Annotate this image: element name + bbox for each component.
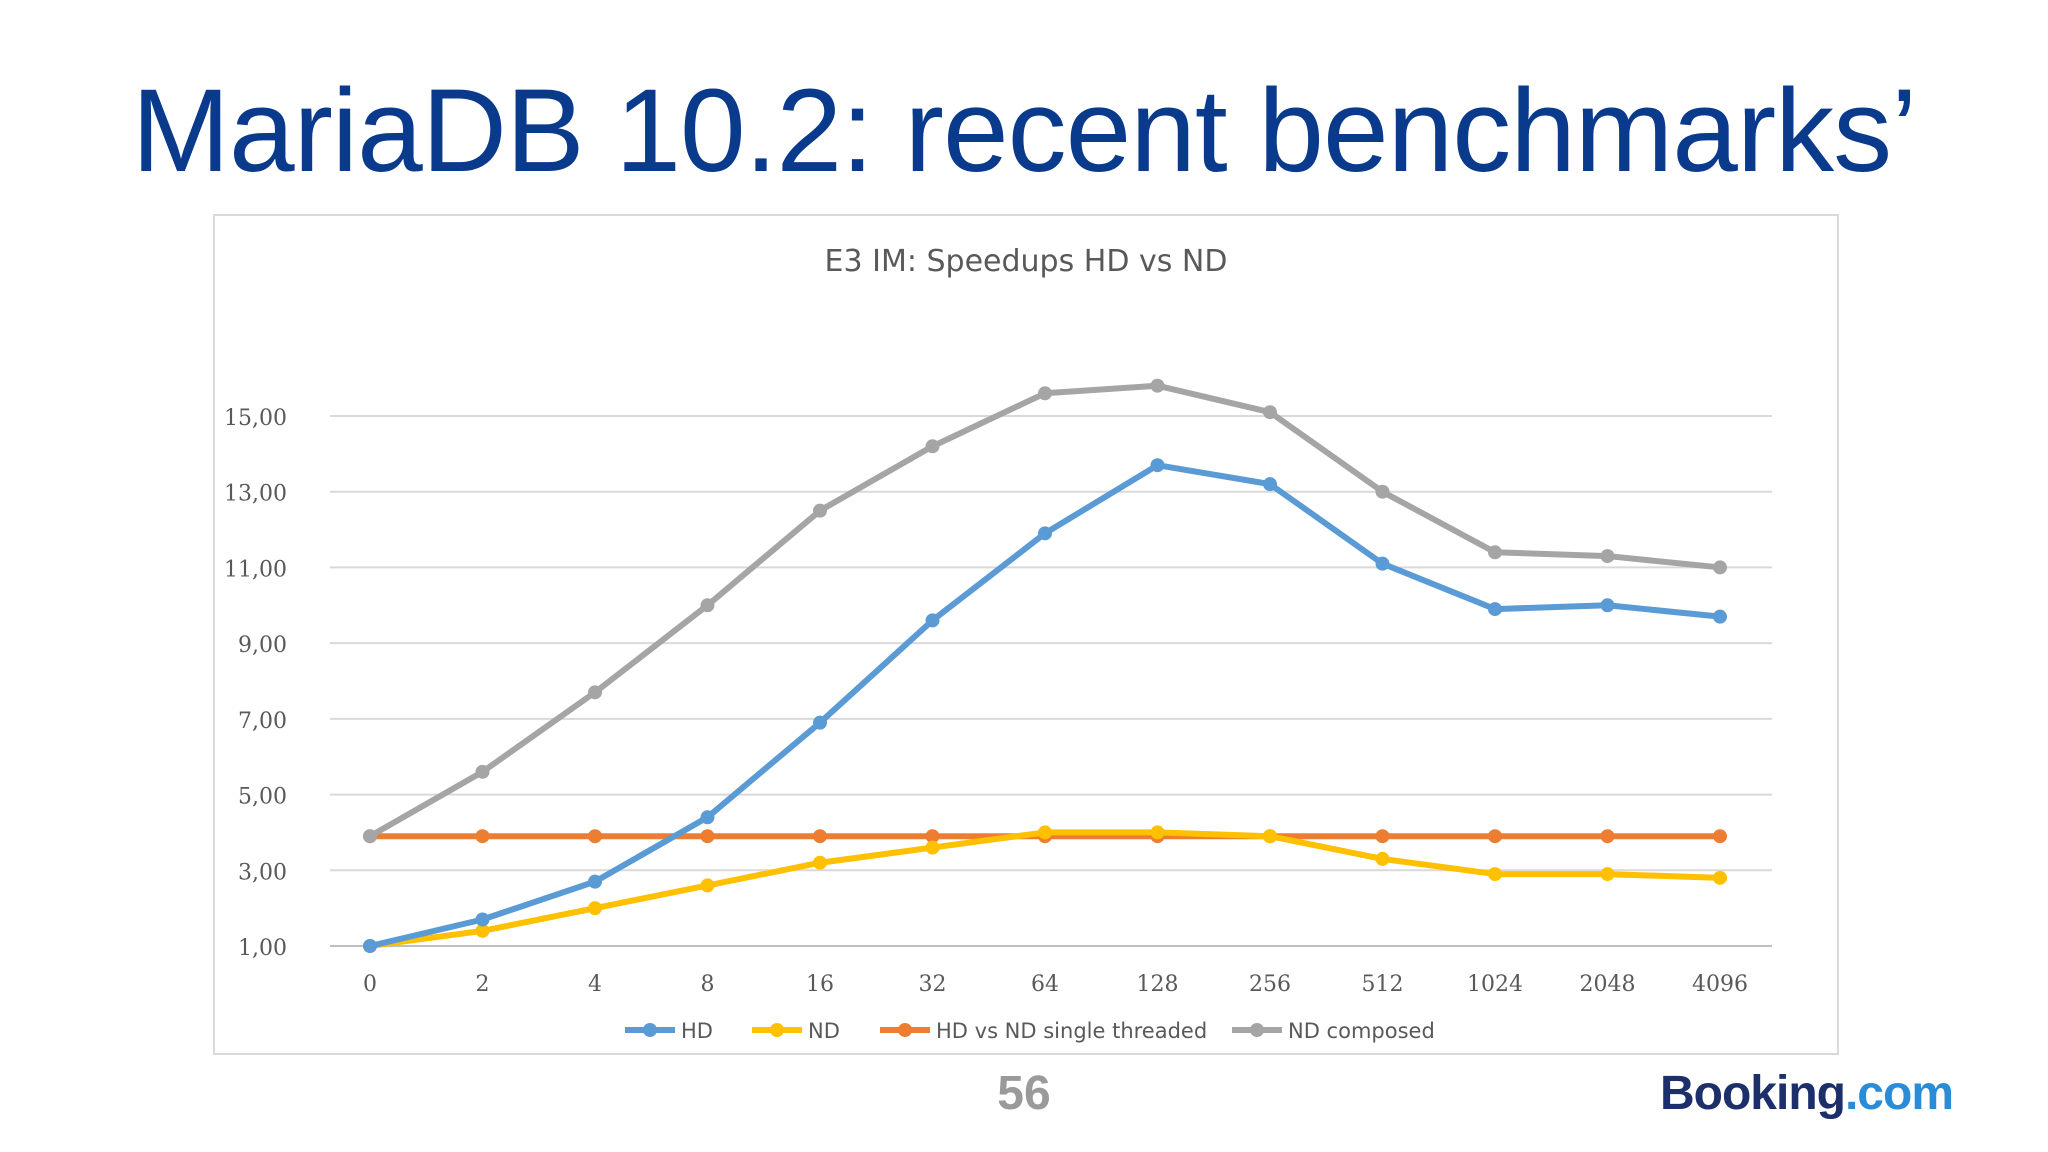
x-tick-label: 256 — [1249, 972, 1291, 997]
data-point — [588, 829, 602, 844]
data-point — [1600, 829, 1615, 844]
data-point — [1488, 829, 1502, 844]
x-tick-label: 4096 — [1692, 972, 1748, 997]
legend-label: ND composed — [1288, 1019, 1435, 1043]
legend-swatch-marker — [1250, 1023, 1264, 1037]
x-tick-label: 128 — [1137, 972, 1179, 997]
legend: HD ND HD vs ND single threaded ND composed — [625, 1019, 1435, 1043]
line-chart: E3 IM: Speedups HD vs ND 1,00 3,00 5,00 7,0… — [224, 244, 1772, 1043]
legend-item: HD vs ND single threaded — [880, 1019, 1207, 1043]
legend-swatch-marker — [643, 1023, 657, 1037]
data-point — [475, 912, 490, 927]
legend-item: HD — [625, 1019, 713, 1043]
data-point — [475, 829, 490, 844]
grid — [330, 415, 1772, 947]
data-point — [1713, 870, 1727, 885]
x-tick-label: 2048 — [1580, 972, 1636, 997]
data-point — [1375, 829, 1390, 844]
data-point — [1375, 851, 1390, 866]
brand-logo: Booking.com — [1659, 1066, 1954, 1121]
x-tick-label: 32 — [919, 972, 947, 997]
data-point — [475, 764, 490, 779]
y-tick-label: 9,00 — [238, 633, 287, 658]
data-point — [925, 829, 940, 844]
data-point — [1375, 484, 1390, 499]
data-point — [1263, 477, 1277, 492]
y-tick-label: 3,00 — [238, 860, 287, 885]
y-axis-ticks: 1,00 3,00 5,00 7,00 9,00 11,00 13,00 15,00 — [224, 406, 287, 961]
series-nd — [363, 825, 1727, 953]
data-point — [1600, 867, 1615, 882]
data-point — [475, 923, 490, 938]
x-tick-label: 2 — [476, 972, 490, 997]
x-tick-label: 64 — [1031, 972, 1059, 997]
x-tick-label: 8 — [701, 972, 715, 997]
data-point — [813, 503, 827, 518]
legend-swatch-marker — [770, 1023, 784, 1037]
legend-label: HD vs ND single threaded — [936, 1019, 1207, 1043]
y-tick-label: 5,00 — [238, 785, 287, 810]
data-point — [925, 840, 940, 855]
data-point — [700, 810, 715, 825]
chart-frame: E3 IM: Speedups HD vs ND 1,00 3,00 5,00 7,0… — [213, 214, 1839, 1055]
data-point — [1713, 560, 1727, 575]
data-point — [1038, 825, 1052, 840]
y-tick-label: 13,00 — [224, 482, 287, 507]
legend-label: HD — [681, 1019, 713, 1043]
data-point — [700, 598, 715, 613]
brand-logo-main: Booking — [1659, 1067, 1846, 1120]
legend-item: ND — [752, 1019, 840, 1043]
data-point — [588, 874, 602, 889]
x-tick-label: 4 — [588, 972, 602, 997]
data-point — [813, 855, 827, 870]
data-point — [363, 939, 377, 953]
series-hd — [363, 458, 1727, 953]
legend-label: ND — [808, 1019, 840, 1043]
data-point — [588, 901, 602, 916]
data-point — [1488, 545, 1502, 560]
legend-item: ND composed — [1232, 1019, 1435, 1043]
x-tick-label: 1024 — [1467, 972, 1523, 997]
y-tick-label: 1,00 — [238, 936, 287, 961]
data-point — [700, 829, 715, 844]
data-point — [813, 715, 827, 730]
data-point — [1038, 386, 1052, 401]
data-point — [1263, 829, 1277, 844]
data-point — [588, 685, 602, 700]
data-point — [1038, 526, 1052, 541]
x-axis-ticks: 0 2 4 8 16 32 64 128 256 512 1024 2048 4096 — [363, 972, 1748, 997]
y-tick-label: 11,00 — [224, 557, 287, 582]
y-tick-label: 7,00 — [238, 709, 287, 734]
chart-title: E3 IM: Speedups HD vs ND — [825, 244, 1228, 279]
series-nd-composed — [363, 378, 1727, 844]
data-point — [1150, 825, 1165, 840]
data-point — [1600, 598, 1615, 613]
data-point — [813, 829, 827, 844]
data-point — [925, 613, 940, 628]
data-point — [1150, 378, 1165, 393]
data-point — [1713, 829, 1727, 844]
x-tick-label: 0 — [363, 972, 377, 997]
series-lines — [363, 378, 1727, 953]
slide-title: MariaDB 10.2: recent benchmarks’ — [131, 65, 1918, 197]
brand-logo-suffix: .com — [1844, 1067, 1954, 1120]
x-tick-label: 16 — [806, 972, 834, 997]
data-point — [1263, 405, 1277, 420]
data-point — [1150, 458, 1165, 473]
x-tick-label: 512 — [1362, 972, 1404, 997]
data-point — [1600, 549, 1615, 564]
data-point — [1488, 602, 1502, 617]
data-point — [700, 878, 715, 893]
legend-swatch-marker — [898, 1023, 912, 1037]
data-point — [1375, 556, 1390, 571]
data-point — [925, 439, 940, 454]
y-tick-label: 15,00 — [224, 406, 287, 431]
slide-number: 56 — [997, 1067, 1051, 1120]
data-point — [363, 829, 377, 844]
data-point — [1488, 867, 1502, 882]
data-point — [1713, 609, 1727, 624]
